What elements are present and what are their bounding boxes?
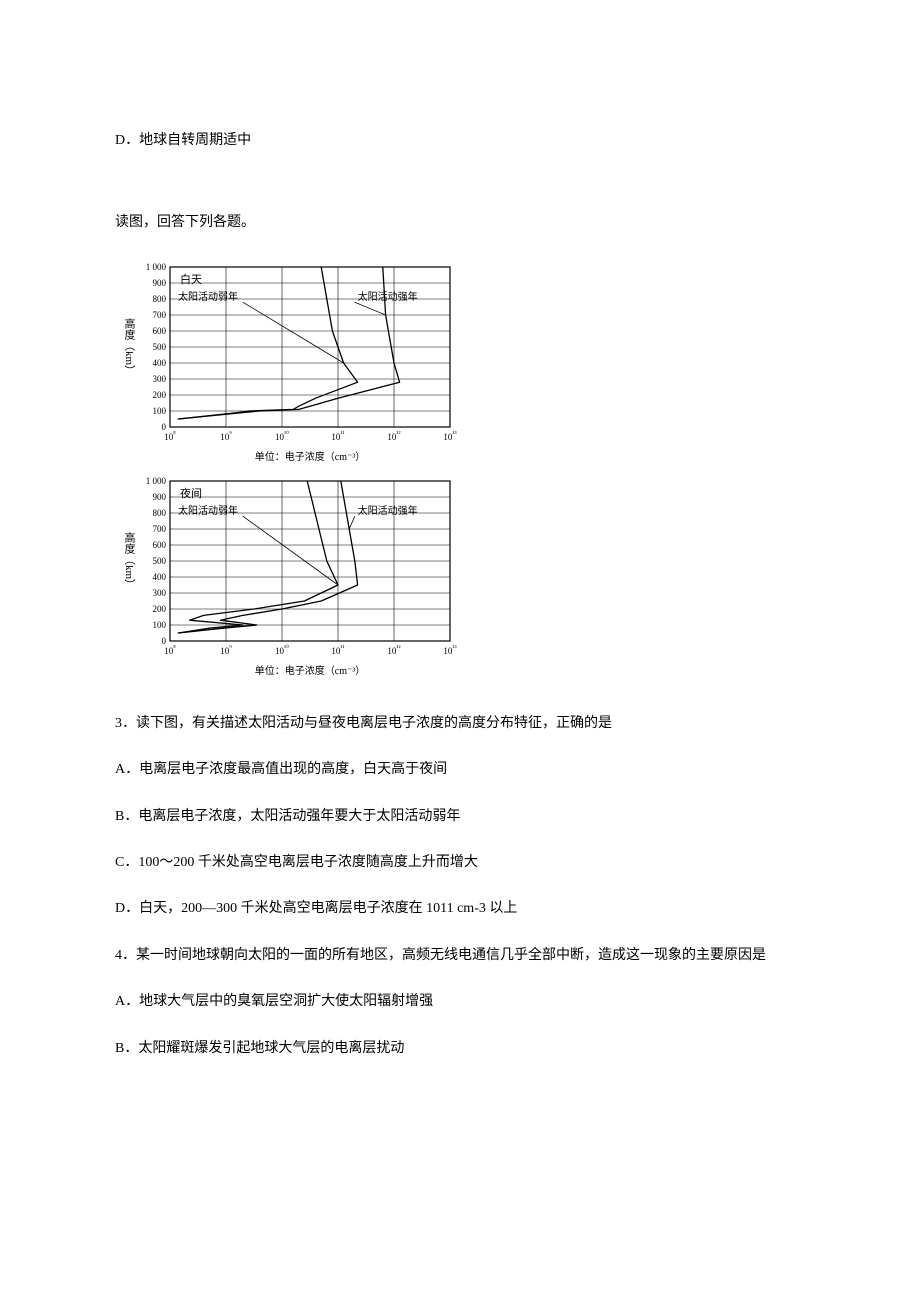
q4-option-b: B．太阳耀斑爆发引起地球大气层的电离层扰动: [115, 1038, 805, 1060]
svg-text:200: 200: [153, 604, 167, 614]
svg-text:100: 100: [153, 406, 167, 416]
svg-text:600: 600: [153, 326, 167, 336]
svg-text:太阳活动强年: 太阳活动强年: [358, 290, 418, 303]
svg-text:0: 0: [162, 422, 167, 432]
svg-text:10¹²: 10¹²: [387, 430, 400, 442]
charts-figure: 0 100 200 300 400 500 600 700 800 900 1 000 10⁸ 10⁹ 1…: [115, 259, 805, 683]
svg-text:白天: 白天: [180, 272, 202, 286]
svg-text:太阳活动弱年: 太阳活动弱年: [178, 290, 238, 303]
svg-text:1 000: 1 000: [146, 476, 167, 486]
svg-text:10¹¹: 10¹¹: [331, 430, 344, 442]
svg-text:500: 500: [153, 342, 167, 352]
svg-text:900: 900: [153, 492, 167, 502]
q4-option-a: A．地球大气层中的臭氧层空洞扩大使太阳辐射增强: [115, 991, 805, 1013]
svg-text:高度（km）: 高度（km）: [123, 530, 136, 589]
q3-option-d: D．白天，200—300 千米处高空电离层电子浓度在 1011 cm-3 以上: [115, 898, 805, 920]
svg-text:100: 100: [153, 620, 167, 630]
q3-option-b: B．电离层电子浓度，太阳活动强年要大于太阳活动弱年: [115, 806, 805, 828]
svg-text:600: 600: [153, 540, 167, 550]
svg-text:10¹⁰: 10¹⁰: [275, 430, 289, 442]
chart-night-svg: 0 100 200 300 400 500 600 700 800 900 1 000 10⁸ 10⁹ 1…: [115, 473, 462, 683]
svg-text:300: 300: [153, 588, 167, 598]
chart-prompt: 读图，回答下列各题。: [115, 212, 805, 234]
q4-question: 4．某一时间地球朝向太阳的一面的所有地区，高频无线电通信几乎全部中断，造成这一现…: [115, 945, 805, 967]
chart-night: 0 100 200 300 400 500 600 700 800 900 1 000 10⁸ 10⁹ 1…: [115, 473, 805, 683]
svg-text:10⁹: 10⁹: [220, 644, 232, 656]
q3-option-c: C．100～200 千米处高空电离层电子浓度随高度上升而增大: [115, 852, 805, 874]
svg-text:800: 800: [153, 294, 167, 304]
svg-text:900: 900: [153, 278, 167, 288]
svg-text:高度（km）: 高度（km）: [123, 316, 136, 375]
svg-text:500: 500: [153, 556, 167, 566]
svg-text:10⁸: 10⁸: [164, 644, 176, 656]
svg-text:10¹³: 10¹³: [443, 644, 456, 656]
svg-text:700: 700: [153, 310, 167, 320]
svg-text:10¹³: 10¹³: [443, 430, 456, 442]
svg-text:夜间: 夜间: [180, 486, 202, 500]
svg-text:400: 400: [153, 358, 167, 368]
svg-text:单位：电子浓度（cm⁻³）: 单位：电子浓度（cm⁻³）: [255, 664, 366, 677]
svg-text:10⁹: 10⁹: [220, 430, 232, 442]
svg-text:10⁸: 10⁸: [164, 430, 176, 442]
intro-option-d: D．地球自转周期适中: [115, 130, 805, 152]
svg-text:10¹²: 10¹²: [387, 644, 400, 656]
svg-text:单位：电子浓度（cm⁻³）: 单位：电子浓度（cm⁻³）: [255, 450, 366, 463]
q3-option-a: A．电离层电子浓度最高值出现的高度，白天高于夜间: [115, 759, 805, 781]
svg-text:1 000: 1 000: [146, 262, 167, 272]
svg-text:太阳活动弱年: 太阳活动弱年: [178, 504, 238, 517]
q3-question: 3．读下图，有关描述太阳活动与昼夜电离层电子浓度的高度分布特征，正确的是: [115, 713, 805, 735]
svg-text:700: 700: [153, 524, 167, 534]
chart-day-svg: 0 100 200 300 400 500 600 700 800 900 1 000 10⁸ 10⁹ 1…: [115, 259, 462, 469]
svg-text:300: 300: [153, 374, 167, 384]
svg-text:10¹⁰: 10¹⁰: [275, 644, 289, 656]
svg-text:400: 400: [153, 572, 167, 582]
chart-day: 0 100 200 300 400 500 600 700 800 900 1 000 10⁸ 10⁹ 1…: [115, 259, 805, 469]
svg-text:800: 800: [153, 508, 167, 518]
svg-text:10¹¹: 10¹¹: [331, 644, 344, 656]
svg-text:200: 200: [153, 390, 167, 400]
svg-text:太阳活动强年: 太阳活动强年: [358, 504, 418, 517]
svg-text:0: 0: [162, 636, 167, 646]
